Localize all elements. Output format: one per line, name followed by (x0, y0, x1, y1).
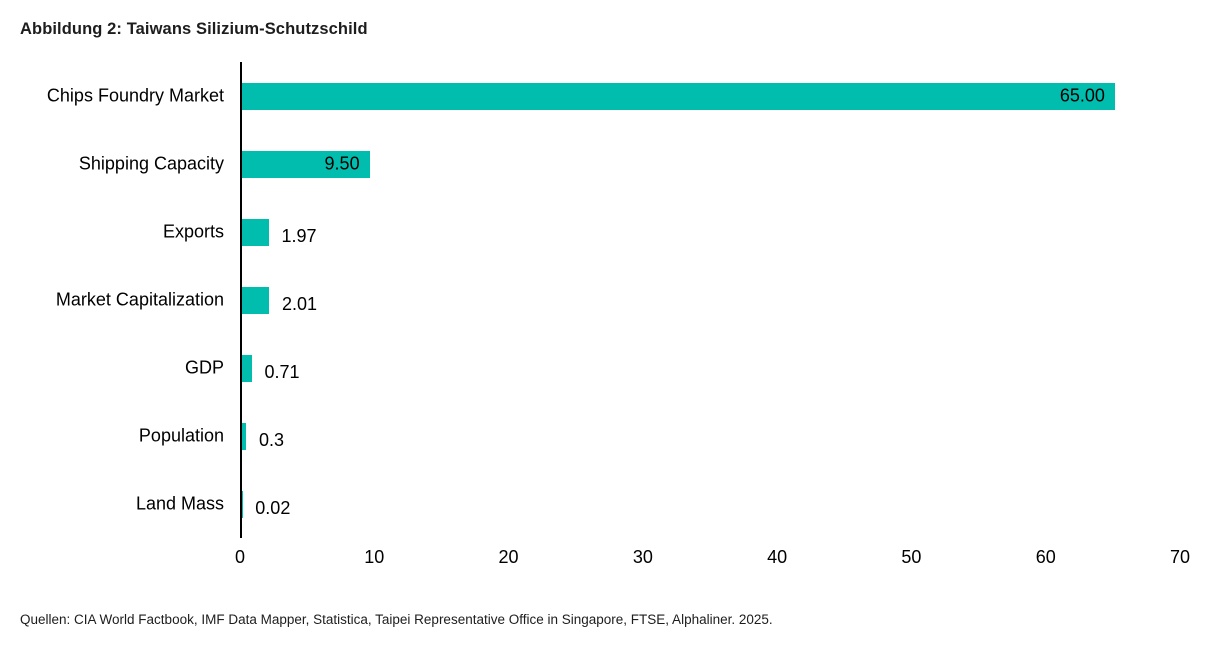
x-axis-tick-label: 60 (1035, 547, 1056, 567)
x-axis-tick-label: 30 (632, 547, 653, 567)
bar-value-label: 2.01 (282, 293, 318, 314)
bar: 9.50 (242, 150, 370, 178)
bar-chart: Chips Foundry Market 65.00 Shipping Capa… (0, 62, 1232, 573)
source-note: Quellen: CIA World Factbook, IMF Data Ma… (20, 612, 773, 627)
category-label: Exports (162, 221, 224, 242)
chart-row: Chips Foundry Market 65.00 (47, 62, 1182, 130)
chart-row: GDP 0.71 (185, 334, 1182, 402)
chart-row: Exports 1.97 (163, 198, 1182, 266)
x-axis-tick-label: 0 (234, 547, 246, 567)
chart-row: Land Mass 0.02 (136, 470, 1182, 538)
x-axis-ticks: 0 10 20 30 40 50 60 70 (235, 547, 1190, 573)
plot-area: Chips Foundry Market 65.00 Shipping Capa… (47, 62, 1182, 538)
chart-row: Market Capitalization 2.01 (56, 266, 1182, 334)
bar-value-label: 0.3 (259, 429, 285, 450)
x-axis-tick-label: 50 (901, 547, 922, 567)
bar-value-label: 1.97 (281, 225, 317, 246)
x-axis-tick-label: 10 (364, 547, 385, 567)
category-label: Market Capitalization (55, 289, 224, 310)
category-label: Population (138, 425, 224, 446)
bar (242, 286, 269, 314)
chart-row: Population 0.3 (139, 402, 1182, 470)
bar (242, 422, 246, 450)
bar-value-label: 0.71 (264, 361, 300, 382)
bar (242, 354, 252, 382)
chart-row: Shipping Capacity 9.50 (79, 130, 1182, 198)
bar-value-label: 0.02 (255, 497, 291, 518)
bar-value-label: 65.00 (1059, 85, 1105, 106)
bar (242, 218, 269, 246)
category-label: Land Mass (135, 493, 224, 514)
x-axis-tick-label: 70 (1169, 547, 1191, 567)
category-label: Shipping Capacity (78, 153, 224, 174)
x-axis-tick-label: 20 (498, 547, 519, 567)
bar: 65.00 (242, 82, 1115, 110)
figure-title: Abbildung 2: Taiwans Silizium-Schutzschi… (20, 20, 368, 38)
category-label: Chips Foundry Market (46, 85, 224, 106)
category-label: GDP (184, 357, 224, 378)
bar-value-label: 9.50 (324, 153, 360, 174)
x-axis-tick-label: 40 (767, 547, 788, 567)
